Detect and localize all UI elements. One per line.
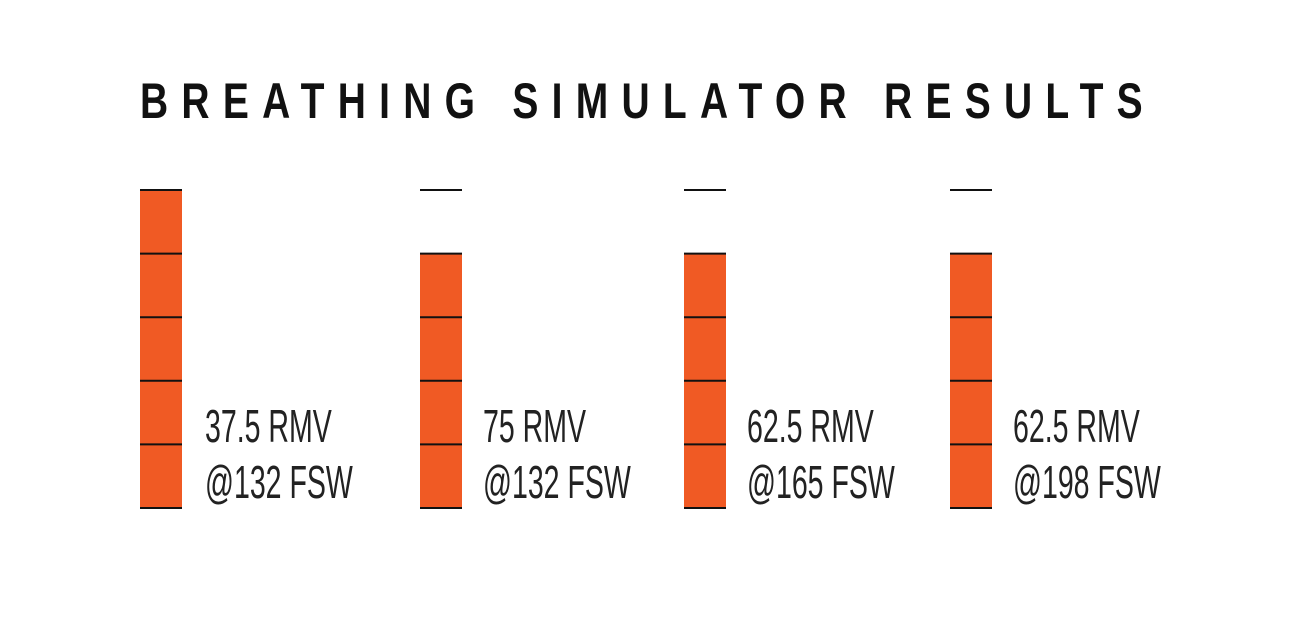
chart-title: BREATHING SIMULATOR RESULTS [140, 73, 1156, 129]
bar-label-line1: 75 RMV [483, 400, 587, 452]
bar-label-line2: @165 FSW [747, 456, 895, 508]
bar-fill [140, 190, 182, 508]
bar-label-line1: 62.5 RMV [1013, 400, 1140, 452]
bar-label-line1: 37.5 RMV [205, 400, 332, 452]
bar-2 [420, 189, 462, 509]
bar-label-line2: @132 FSW [205, 456, 353, 508]
bar-1 [140, 189, 182, 509]
bar-label-line2: @198 FSW [1013, 456, 1161, 508]
bar-label-line2: @132 FSW [483, 456, 631, 508]
bar-4 [950, 189, 992, 509]
bar-3 [684, 189, 726, 509]
bar-label-line1: 62.5 RMV [747, 400, 874, 452]
